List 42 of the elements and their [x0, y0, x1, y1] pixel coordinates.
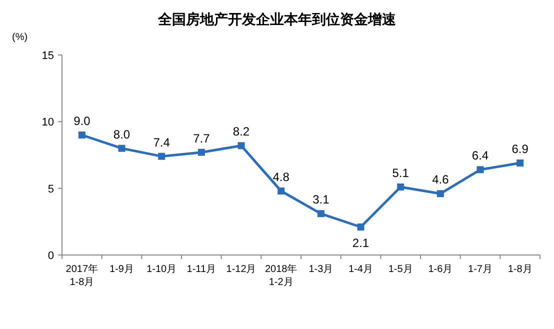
x-tick-label: 2018年 1-2月: [264, 263, 298, 288]
point: [118, 144, 126, 152]
point: [278, 188, 285, 194]
x-tick-label: 1-11月: [186, 264, 216, 275]
x-tick-label: 1-12月: [226, 264, 256, 275]
y-tick-label: 0: [48, 250, 54, 262]
x-tick-label: 2017年 1-8月: [66, 263, 98, 288]
data-label: 7.4: [153, 135, 170, 150]
data-label: 2.1: [352, 236, 370, 250]
point: [476, 166, 484, 174]
data-label: 4.8: [272, 170, 290, 184]
data-label: 9.0: [74, 114, 91, 128]
x-tick-label: 1-4月: [348, 264, 373, 275]
point: [78, 132, 86, 138]
data-label: 6.4: [472, 148, 489, 163]
data-label: 5.1: [392, 166, 410, 180]
point: [516, 160, 524, 166]
y-tick-label: 5: [48, 183, 54, 196]
data-label: 6.9: [512, 142, 529, 156]
point: [436, 190, 444, 198]
data-label: 3.1: [312, 192, 330, 207]
x-tick-label: 1-6月: [428, 264, 453, 275]
x-tick-label: 1-3月: [308, 264, 334, 275]
point: [397, 184, 404, 190]
x-tick-label: 1-5月: [388, 264, 413, 275]
x-tick-label: 1-7月: [468, 264, 492, 275]
point: [357, 224, 364, 230]
point: [158, 152, 166, 160]
y-tick-label: 10: [42, 116, 54, 129]
y-tick-label: 15: [42, 50, 54, 62]
x-tick-label: 1-9月: [110, 264, 134, 275]
x-tick-label: 1-8月: [508, 264, 532, 275]
data-label: 4.6: [432, 172, 450, 187]
x-tick-label: 1-10月: [146, 264, 177, 275]
data-label: 8.0: [113, 127, 130, 142]
point: [238, 142, 245, 150]
point: [198, 148, 205, 156]
chart-title: 全国房地产开发企业本年到位资金增速: [157, 11, 397, 27]
point: [317, 210, 324, 218]
data-label: 8.2: [232, 124, 250, 139]
data-label: 7.7: [193, 131, 210, 146]
y-axis-title: (%): [12, 32, 28, 43]
